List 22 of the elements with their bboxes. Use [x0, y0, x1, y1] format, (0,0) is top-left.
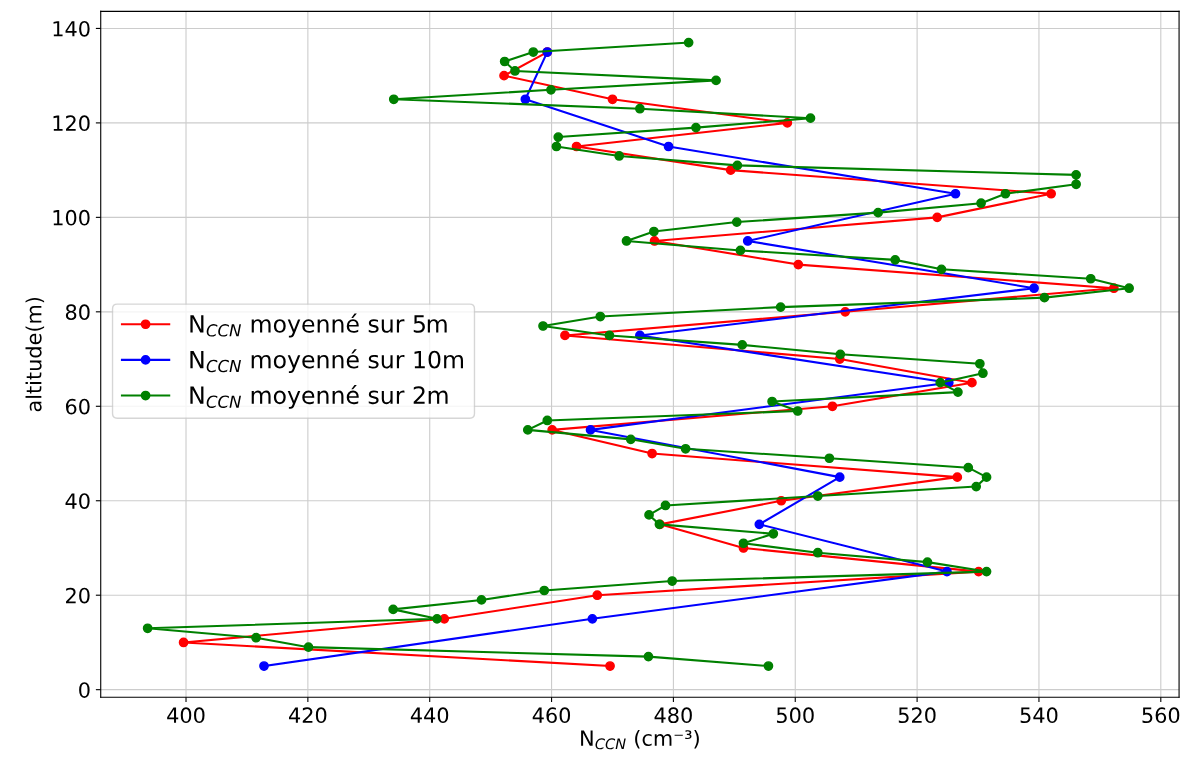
y-tick-label: 140	[53, 20, 90, 37]
y-tick-label: 0	[79, 682, 90, 698]
x-tick-label: 400	[167, 707, 205, 724]
x-tick-label: 560	[1142, 707, 1180, 724]
x-tick-label: 500	[776, 707, 814, 724]
legend-label: N$_{CCN}$ moyenné sur 10m	[190, 349, 463, 374]
x-tick-label: 540	[1020, 707, 1058, 724]
y-tick-label: 60	[65, 398, 90, 415]
y-tick-label: 80	[65, 304, 90, 321]
y-tick-label: 120	[53, 115, 90, 132]
y-tick-label: 100	[53, 209, 90, 226]
x-tick-label: 440	[410, 707, 449, 724]
x-tick-label: 520	[898, 707, 936, 724]
x-axis-title: N$_{CCN}$ (cm⁻³)	[581, 729, 699, 750]
legend-label: N$_{CCN}$ moyenné sur 5m	[190, 313, 447, 338]
legend-label: N$_{CCN}$ moyenné sur 2m	[190, 384, 448, 409]
x-tick-label: 460	[532, 707, 571, 724]
y-axis-title: altitude(m)	[25, 297, 45, 412]
x-tick-label: 420	[289, 707, 327, 724]
y-tick-label: 20	[66, 587, 90, 604]
x-tick-label: 480	[654, 707, 692, 724]
y-tick-label: 40	[65, 493, 90, 509]
